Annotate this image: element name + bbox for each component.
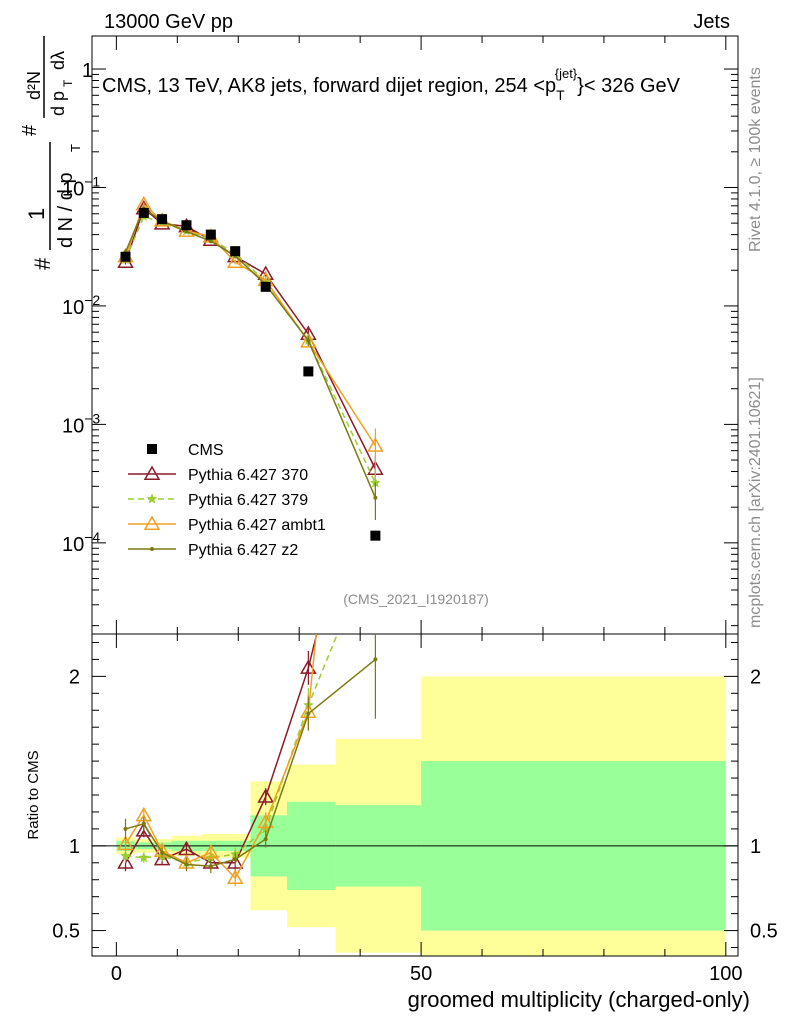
ratio-y-label: Ratio to CMS (25, 750, 42, 839)
cms-point-1 (138, 207, 149, 218)
y-tick-label-1: 10−1 (62, 173, 100, 200)
ratio-point-0-0 (117, 854, 134, 869)
cms-point-8 (370, 530, 381, 541)
ratio-point-0-6 (257, 788, 274, 803)
y-label-T1: T (68, 144, 83, 152)
ratio-point-3-2 (160, 850, 165, 855)
legend-label-0: CMS (188, 442, 224, 459)
ratio-point-3-5 (233, 857, 238, 862)
ratio-point-2-0 (117, 835, 134, 851)
ratio-line-1 (125, 634, 339, 864)
legend-marker-0 (147, 444, 157, 454)
rivet-label: Rivet 4.1.0, ≥ 100k events (747, 67, 764, 252)
ratio-point-0-8 (368, 390, 382, 402)
ratio-tick-label-right-0.5: 0.5 (750, 921, 778, 943)
cms-point-2 (157, 214, 168, 225)
cms-point-4 (205, 229, 216, 240)
chart-title-sup: {jet} (555, 66, 578, 81)
y-label-d2n: d²N (24, 71, 44, 100)
axis-ticks (92, 36, 738, 956)
cms-point-5 (230, 246, 241, 257)
ratio-point-3-0 (123, 826, 128, 831)
y-tick-label-2: 10−2 (62, 292, 100, 319)
cms-point-3 (181, 220, 192, 231)
series-line-0 (124, 207, 377, 470)
legend-label-4: Pythia 6.427 z2 (188, 542, 298, 559)
ratio-point-3-8 (373, 657, 378, 662)
series-point-3-3 (184, 229, 189, 234)
y-axis-label: # 1 d N / d p T # d²N d p T dλ (19, 36, 83, 270)
legend-marker-2 (146, 493, 158, 504)
ratio-tick-label-left-0.5: 0.5 (52, 921, 80, 943)
legend-label-3: Pythia 6.427 ambt1 (188, 517, 326, 534)
y-label-T2: T (61, 79, 75, 87)
chart-title: CMS, 13 TeV, AK8 jets, forward dijet reg… (102, 66, 681, 103)
y-label-hash1: # (30, 257, 55, 270)
legend-label-2: Pythia 6.427 379 (188, 492, 308, 509)
ratio-point-3-1 (141, 821, 146, 826)
series-point-2-8 (367, 437, 384, 452)
cms-point-7 (303, 366, 314, 377)
cms-point-9 (568, 641, 578, 651)
ratio-point-3-4 (208, 864, 213, 869)
ratio-point-0-5 (226, 854, 244, 869)
ratio-point-3-6 (263, 837, 268, 842)
y-tick-label-4: 10−4 (62, 529, 100, 556)
y-tick-label-0: 1 (82, 60, 93, 82)
ratio-point-1-0 (120, 850, 131, 861)
cms-point-6 (260, 281, 271, 292)
ratio-point-3-3 (184, 862, 189, 867)
ratio-point-2-6 (257, 813, 274, 829)
legend-marker-3 (143, 515, 161, 530)
y-label-dlambda: dλ (48, 51, 68, 70)
ratio-point-3-7 (306, 711, 311, 716)
header-right: Jets (693, 11, 730, 33)
y-label-denominator: d N / d p (55, 172, 77, 248)
legend-label-1: Pythia 6.427 370 (188, 467, 308, 484)
series-point-3-8 (373, 495, 378, 500)
ratio-point-2-4 (202, 844, 220, 859)
legend: CMS Pythia 6.427 370 Pythia 6.427 379 Pythi… (128, 442, 326, 559)
y-label-dpt: d p (48, 91, 68, 116)
legend-marker-4 (150, 547, 154, 551)
ratio-tick-label-right-2: 2 (750, 666, 761, 688)
source-label: mcplots.cern.ch [arXiv:2401.10621] (747, 377, 764, 628)
ratio-point-0-7 (300, 659, 317, 674)
ratio-point-1-1 (138, 852, 150, 863)
ratio-point-2-5 (226, 869, 244, 885)
ratio-point-2-8 (368, 42, 382, 54)
x-tick-label-0: 0 (111, 963, 122, 985)
ratio-point-0-2 (153, 850, 171, 866)
series-line-3 (124, 207, 377, 499)
x-tick-label-50: 50 (410, 963, 432, 985)
x-axis-label: groomed multiplicity (charged-only) (408, 987, 750, 1012)
x-tick-label-100: 100 (709, 963, 742, 985)
series-point-2-5 (226, 253, 244, 268)
ratio-tick-label-right-1: 1 (750, 836, 761, 858)
legend-marker-1 (143, 465, 161, 480)
ratio-series-layer (117, 42, 382, 887)
cms-point-0 (120, 251, 131, 262)
chart-title-tail: }< 326 GeV (577, 75, 681, 97)
y-tick-label-3: 10−3 (62, 410, 100, 437)
chart-title-main: CMS, 13 TeV, AK8 jets, forward dijet reg… (102, 75, 556, 97)
series-point-3-4 (208, 239, 213, 244)
header-left: 13000 GeV pp (104, 11, 233, 33)
axis-tick-labels: 0 50 100 1 10−1 10−2 10−3 10−4 0.5 0.5 1 1 2 2 (52, 60, 778, 985)
chart-title-sub: T (556, 87, 565, 103)
analysis-watermark: (CMS_2021_I1920187) (343, 591, 489, 607)
ratio-tick-label-left-1: 1 (69, 836, 80, 858)
series-point-2-7 (300, 333, 317, 348)
cms-data-points (120, 207, 578, 651)
y-label-hash2: # (19, 124, 41, 136)
series-line-1 (124, 215, 377, 484)
y-label-one: 1 (24, 208, 49, 220)
ratio-tick-label-left-2: 2 (69, 666, 80, 688)
series-point-3-7 (306, 338, 311, 343)
